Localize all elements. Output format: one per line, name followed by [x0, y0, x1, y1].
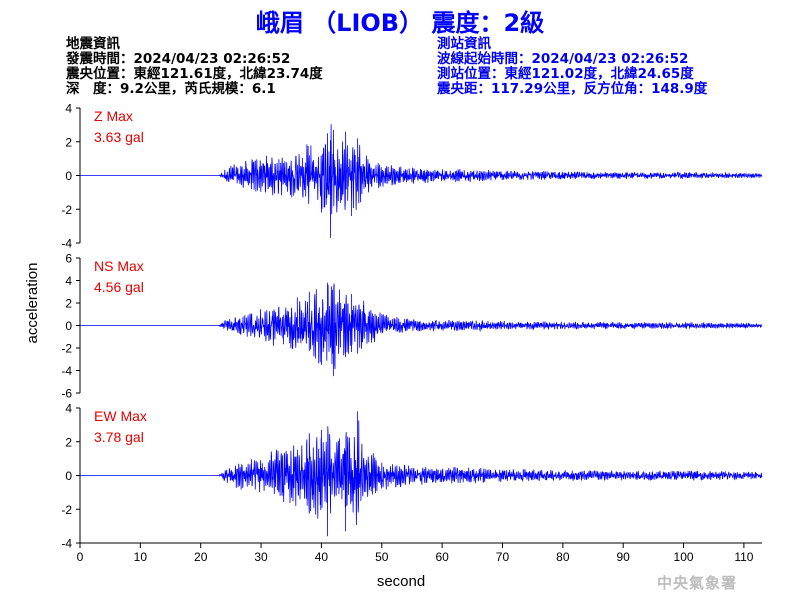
ns-y-tick-label: -2 — [61, 342, 72, 356]
x-tick-label: 20 — [194, 550, 208, 564]
x-tick-label: 90 — [617, 550, 631, 564]
x-tick-label: 0 — [77, 550, 84, 564]
z-max-label: Z Max — [94, 108, 133, 124]
x-tick-label: 30 — [254, 550, 268, 564]
x-tick-label: 40 — [315, 550, 329, 564]
ns-y-tick-label: 2 — [65, 297, 72, 311]
x-axis-title: second — [377, 573, 425, 590]
page-title: 峨眉 （LIOB） 震度：2級 — [255, 9, 545, 37]
ns-max-label: NS Max — [94, 258, 144, 274]
z-waveform — [80, 124, 763, 238]
origin-time: 發震時間：2024/04/23 02:26:52 — [66, 51, 291, 67]
ns-y-tick-label: -4 — [61, 364, 72, 378]
ew-y-tick-label: 4 — [65, 402, 72, 416]
ns-y-tick-label: -6 — [61, 387, 72, 401]
ns-y-tick-label: 0 — [65, 319, 72, 333]
earthquake-info-heading: 地震資訊 — [66, 36, 120, 52]
ns-waveform — [80, 282, 763, 377]
z-y-tick-label: 2 — [65, 135, 72, 149]
z-y-tick-label: -2 — [61, 203, 72, 217]
ew-y-tick-label: -4 — [61, 537, 72, 551]
agency-watermark: 中央氣象署 — [657, 574, 738, 592]
ns-y-tick-label: 4 — [65, 274, 72, 288]
z-y-tick-label: 4 — [65, 102, 72, 116]
station-location: 測站位置：東經121.02度，北緯24.65度 — [437, 66, 694, 82]
z-y-tick-label: 0 — [65, 169, 72, 183]
station-info: 測站資訊 波線起始時間：2024/04/23 02:26:52 測站位置：東經1… — [437, 37, 707, 97]
ns-max-value: 4.56 gal — [94, 279, 144, 295]
ew-waveform — [80, 411, 763, 537]
x-tick-label: 110 — [734, 550, 753, 564]
y-axis-title: acceleration — [24, 263, 41, 344]
ew-y-tick-label: -2 — [61, 503, 72, 517]
ns-y-tick-label: 6 — [65, 252, 72, 266]
ew-max-label: EW Max — [94, 408, 147, 424]
x-tick-label: 10 — [134, 550, 148, 564]
x-tick-label: 50 — [375, 550, 389, 564]
ew-y-tick-label: 0 — [65, 469, 72, 483]
x-tick-label: 80 — [556, 550, 570, 564]
ew-y-tick-label: 2 — [65, 435, 72, 449]
x-tick-label: 100 — [674, 550, 694, 564]
x-tick-label: 60 — [435, 550, 449, 564]
z-max-value: 3.63 gal — [94, 129, 144, 145]
depth-magnitude: 深 度：9.2公里，芮氏規模：6.1 — [66, 81, 276, 97]
x-tick-label: 70 — [496, 550, 510, 564]
z-y-tick-label: -4 — [61, 237, 72, 251]
epicentral-distance: 震央距：117.29公里，反方位角：148.9度 — [437, 81, 708, 97]
earthquake-info: 地震資訊 發震時間：2024/04/23 02:26:52 震央位置：東經121… — [66, 37, 323, 97]
epicenter-location: 震央位置：東經121.61度，北緯23.74度 — [66, 66, 323, 82]
waveform-start-time: 波線起始時間：2024/04/23 02:26:52 — [437, 51, 689, 67]
ew-max-value: 3.78 gal — [94, 429, 144, 445]
station-info-heading: 測站資訊 — [437, 36, 491, 52]
